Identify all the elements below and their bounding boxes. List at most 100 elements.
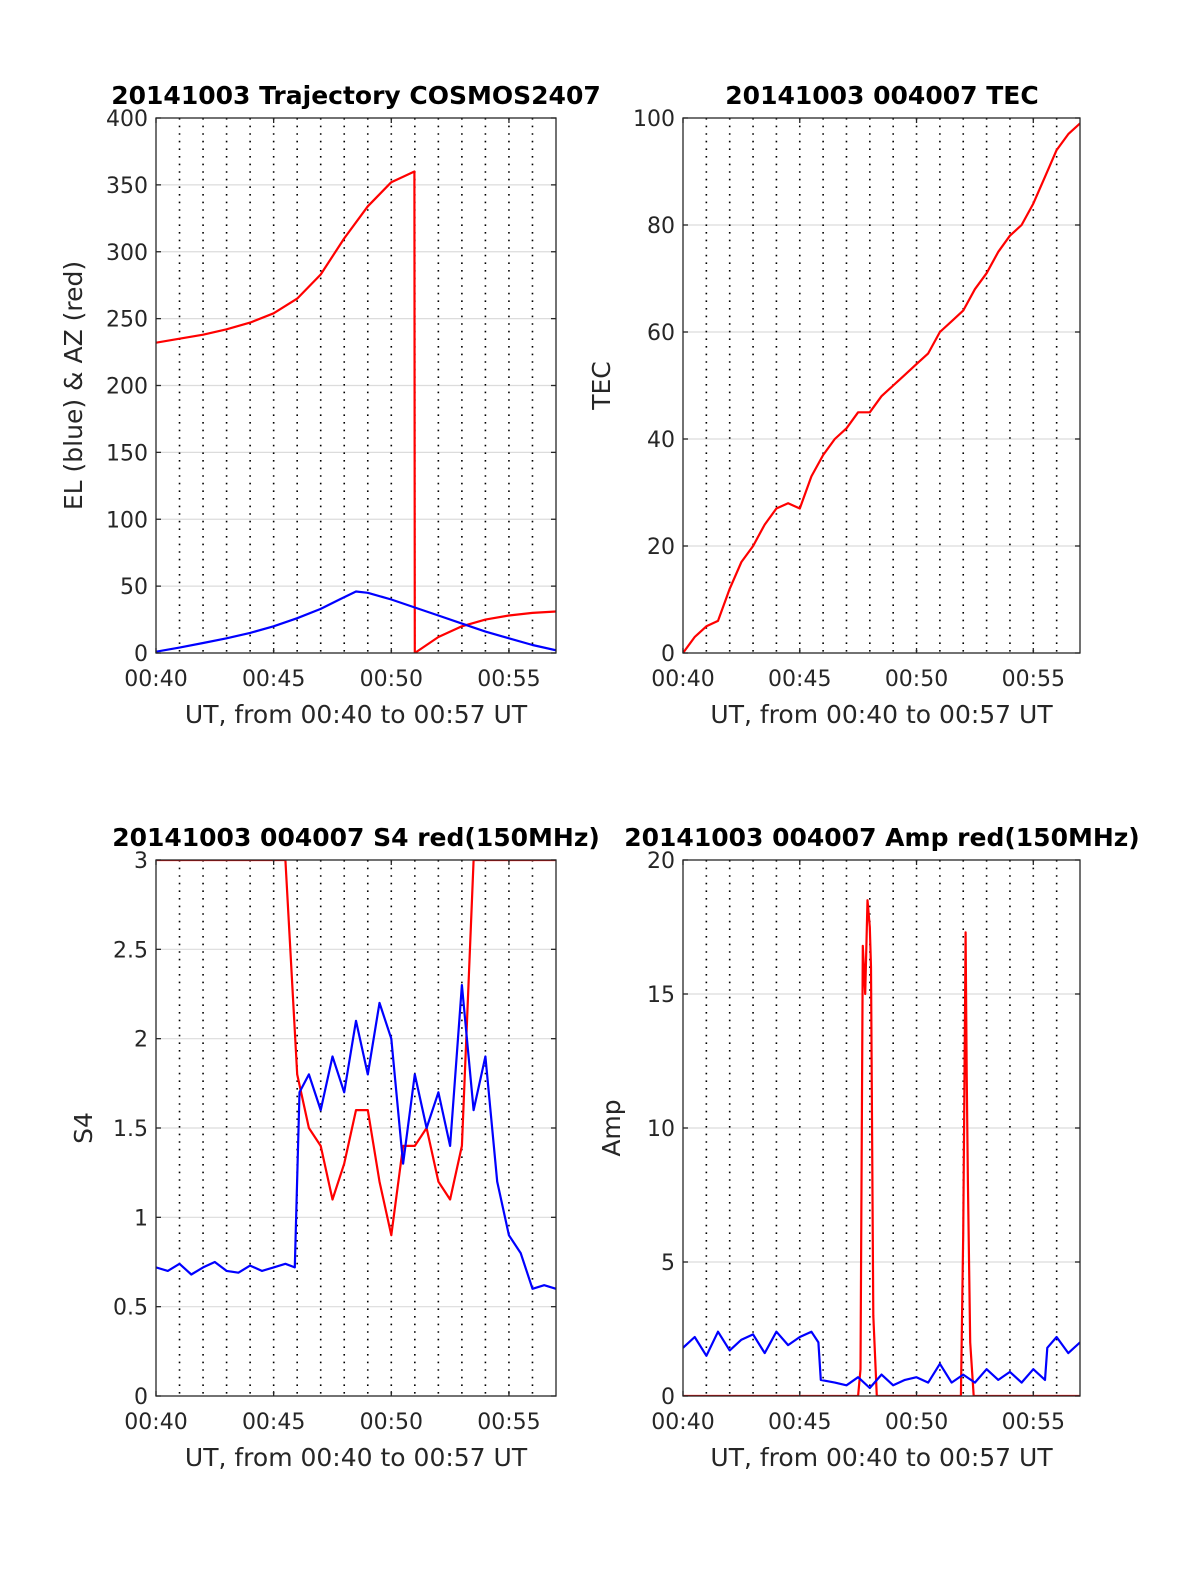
- x-tick-label: 00:55: [477, 667, 540, 692]
- data-point: [974, 288, 976, 291]
- data-point: [508, 637, 510, 640]
- data-point: [717, 620, 719, 622]
- data-point: [237, 1271, 240, 1274]
- x-axis-label: UT, from 00:40 to 00:57 UT: [185, 1443, 528, 1472]
- x-tick-label: 00:55: [1002, 667, 1065, 692]
- data-point: [402, 1162, 404, 1165]
- y-tick-label: 400: [106, 107, 148, 132]
- data-point: [508, 614, 510, 617]
- y-tick-label: 0: [134, 642, 148, 667]
- x-axis-label: UT, from 00:40 to 00:57 UT: [710, 700, 1053, 729]
- x-tick-label: 00:40: [651, 667, 714, 692]
- data-point: [862, 944, 864, 947]
- data-point: [974, 1381, 976, 1384]
- x-tick-label: 00:45: [768, 1410, 831, 1435]
- data-point: [693, 636, 696, 638]
- data-point: [964, 931, 967, 934]
- data-point: [296, 1073, 298, 1076]
- data-point: [531, 612, 534, 614]
- y-tick-label: 2: [134, 1028, 148, 1053]
- data-point: [752, 1333, 754, 1336]
- x-axis-label: UT, from 00:40 to 00:57 UT: [185, 700, 528, 729]
- data-point: [496, 1180, 498, 1183]
- y-tick-label: 0: [661, 1385, 675, 1410]
- y-tick-label: 1: [134, 1206, 148, 1231]
- series-line-1: [156, 170, 556, 653]
- y-tick-label: 0: [134, 1385, 148, 1410]
- data-point: [343, 237, 346, 240]
- data-point: [752, 545, 754, 547]
- data-point: [355, 590, 357, 593]
- data-point: [225, 328, 228, 331]
- x-tick-label: 00:50: [360, 667, 423, 692]
- y-tick-label: 5: [661, 1251, 675, 1276]
- data-point: [950, 1381, 953, 1384]
- data-point: [366, 1109, 369, 1111]
- data-point: [437, 614, 440, 617]
- data-point: [308, 1127, 310, 1129]
- data-point: [225, 637, 228, 640]
- chart-title: 20141003 Trajectory COSMOS2407: [111, 81, 601, 110]
- data-point: [366, 1073, 369, 1076]
- data-point: [272, 625, 275, 628]
- data-point: [402, 1145, 404, 1147]
- x-tick-label: 00:55: [1002, 1410, 1065, 1435]
- data-point: [892, 1384, 894, 1387]
- data-point: [819, 1379, 822, 1381]
- data-point: [822, 454, 824, 456]
- data-point: [1020, 1381, 1023, 1384]
- data-point: [531, 644, 534, 646]
- chart-title: 20141003 004007 Amp red(150MHz): [624, 823, 1140, 852]
- data-point: [519, 1252, 522, 1254]
- data-point: [1067, 1352, 1070, 1354]
- data-point: [880, 1373, 883, 1376]
- chart-panel-4: 0 5 10 15 20 00:40 00:45 00:50 00:55 20141003 004…: [597, 823, 1140, 1472]
- data-point: [338, 598, 341, 601]
- data-point: [880, 395, 883, 398]
- data-point: [249, 321, 251, 324]
- data-point: [296, 297, 298, 300]
- data-point: [296, 617, 298, 620]
- data-point: [833, 1381, 836, 1384]
- data-point: [985, 1368, 988, 1370]
- data-point: [859, 1368, 862, 1370]
- data-point: [845, 427, 848, 430]
- data-point: [214, 1261, 216, 1263]
- data-point: [763, 523, 766, 526]
- data-point: [869, 411, 871, 414]
- data-point: [178, 1262, 181, 1265]
- data-point: [1009, 1371, 1011, 1373]
- data-point: [272, 312, 275, 315]
- data-point: [319, 608, 322, 610]
- y-tick-label: 0.5: [113, 1296, 148, 1321]
- data-point: [963, 1087, 966, 1089]
- data-point: [965, 1073, 968, 1076]
- data-point: [997, 250, 1000, 253]
- data-point: [817, 1341, 820, 1344]
- data-point: [845, 1384, 848, 1387]
- data-point: [798, 507, 801, 510]
- y-axis-label: Amp: [597, 1099, 626, 1156]
- data-point: [249, 632, 251, 634]
- data-point: [284, 1262, 287, 1265]
- x-tick-label: 00:50: [885, 667, 948, 692]
- series-line-2: [156, 590, 556, 653]
- data-point: [298, 1091, 301, 1094]
- data-point: [864, 993, 866, 995]
- data-point: [857, 411, 859, 414]
- chart-title: 20141003 004007 S4 red(150MHz): [112, 823, 600, 852]
- data-point: [343, 1162, 346, 1165]
- data-point: [461, 1145, 463, 1147]
- data-point: [763, 1352, 766, 1354]
- data-point: [437, 636, 440, 638]
- y-tick-label: 200: [106, 375, 148, 400]
- y-tick-label: 50: [120, 575, 148, 600]
- data-point: [833, 438, 836, 440]
- data-point: [437, 1091, 440, 1094]
- data-point: [202, 1266, 204, 1269]
- data-point: [962, 309, 965, 312]
- y-axis-label: TEC: [587, 361, 616, 411]
- data-point: [249, 1264, 251, 1267]
- data-point: [414, 1145, 416, 1147]
- y-tick-label: 300: [106, 241, 148, 266]
